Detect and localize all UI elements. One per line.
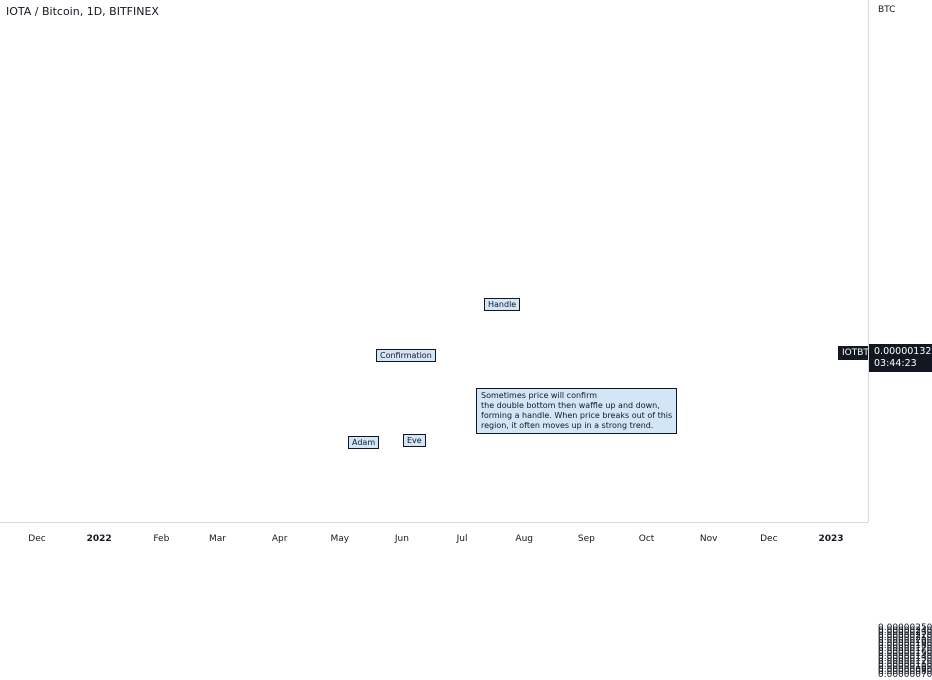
time-tick-label: 2023	[818, 534, 844, 544]
time-tick-label: Nov	[699, 534, 718, 544]
time-tick-label: Apr	[271, 534, 288, 544]
eve-annotation[interactable]: Eve	[403, 434, 426, 447]
time-tick-label: Dec	[760, 534, 778, 544]
price-tick-label: 0.0000007000	[878, 669, 932, 680]
explanation-note[interactable]: Sometimes price will confirm the double …	[476, 388, 678, 434]
chart-title: IOTA / Bitcoin, 1D, BITFINEX	[4, 4, 161, 19]
time-tick-label: Mar	[208, 534, 226, 544]
time-tick-label: Oct	[638, 534, 655, 544]
countdown-label: 03:44:23	[874, 358, 917, 369]
confirmation-annotation[interactable]: Confirmation	[376, 349, 436, 362]
time-tick-label: Aug	[515, 534, 534, 544]
chart-area[interactable]: IOTA / Bitcoin, 1D, BITFINEX Handle Conf…	[0, 0, 879, 677]
current-price-label: 0.0000013200	[874, 346, 932, 357]
handle-annotation[interactable]: Handle	[484, 298, 521, 311]
time-axis[interactable]: Dec 2022 Feb Mar Apr May Jun Jul Aug Sep Oct Nov Dec…	[0, 522, 868, 551]
time-tick-label: Jul	[456, 534, 468, 544]
time-tick-label: Feb	[153, 534, 170, 544]
current-price-tag: 0.0000013200 03:44:23	[869, 344, 932, 372]
price-axis[interactable]: BTC 0.00000250000.00000240000.0000023000…	[868, 0, 932, 680]
time-tick-label: May	[330, 534, 350, 544]
axis-corner	[868, 522, 932, 550]
adam-annotation[interactable]: Adam	[348, 436, 380, 449]
price-axis-title: BTC	[878, 5, 896, 15]
time-tick-label: Jun	[394, 534, 409, 544]
candlestick-chart[interactable]	[0, 0, 868, 677]
time-tick-label: 2022	[86, 534, 112, 544]
time-tick-label: Dec	[28, 534, 46, 544]
time-tick-label: Sep	[577, 534, 595, 544]
